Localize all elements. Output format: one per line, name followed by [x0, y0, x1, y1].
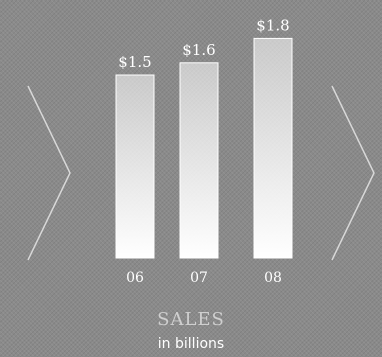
value-label-07: $1.6 — [182, 41, 215, 59]
next-button[interactable] — [330, 78, 376, 268]
tick-label-08: 08 — [264, 270, 282, 286]
tick-label-07: 07 — [190, 270, 208, 286]
bar-06 — [115, 74, 155, 259]
chart-subtitle: in billions — [157, 336, 225, 352]
bar-07 — [179, 62, 219, 259]
chevron-right-icon — [331, 85, 375, 261]
chevron-left-icon — [27, 85, 71, 261]
value-label-06: $1.5 — [118, 53, 151, 71]
bar-08 — [253, 37, 293, 259]
chart-title: SALES — [157, 309, 225, 330]
tick-label-06: 06 — [126, 270, 144, 286]
previous-button[interactable] — [26, 78, 72, 268]
value-label-08: $1.8 — [256, 16, 289, 34]
